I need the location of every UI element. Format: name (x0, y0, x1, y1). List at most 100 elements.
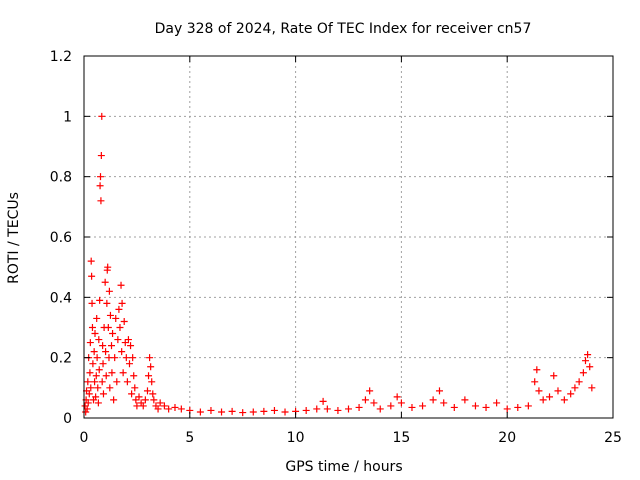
data-point (139, 402, 147, 410)
data-point (99, 390, 107, 398)
chart-title: Day 328 of 2024, Rate Of TEC Index for r… (155, 21, 532, 37)
data-point (584, 351, 592, 359)
data-point (196, 408, 204, 416)
y-tick-label: 0.4 (50, 290, 72, 306)
data-point (579, 369, 587, 377)
data-point (91, 330, 99, 338)
data-point (94, 384, 102, 392)
data-point (98, 112, 106, 120)
data-point (239, 409, 247, 417)
data-point (461, 396, 469, 404)
data-point (108, 369, 116, 377)
data-point (171, 403, 179, 411)
data-point (98, 378, 106, 386)
data-point (86, 339, 94, 347)
data-point (376, 405, 384, 413)
data-point (355, 403, 363, 411)
data-point (115, 305, 123, 313)
data-point (429, 396, 437, 404)
data-point (361, 396, 369, 404)
data-point (130, 372, 138, 380)
data-point (260, 407, 268, 415)
data-point (95, 336, 103, 344)
data-point (160, 402, 168, 410)
data-point (92, 393, 100, 401)
data-point (124, 336, 132, 344)
data-point (128, 390, 136, 398)
data-point (87, 384, 95, 392)
data-point (88, 272, 96, 280)
data-point (85, 390, 93, 398)
data-point (122, 354, 130, 362)
data-point (147, 363, 155, 371)
data-point (535, 387, 543, 395)
data-point (87, 257, 95, 265)
y-tick-label: 0.6 (50, 230, 72, 246)
data-point (119, 369, 127, 377)
data-point (129, 354, 137, 362)
data-point (95, 366, 103, 374)
data-point (150, 396, 158, 404)
data-point (118, 348, 126, 356)
data-point (89, 360, 97, 368)
data-point (112, 314, 120, 322)
data-points (81, 112, 596, 417)
grid-lines (84, 56, 613, 418)
data-point (114, 336, 122, 344)
data-point (104, 324, 112, 331)
tick-labels: 0 5 10 15 20 25 0 0.2 0.4 0.6 0.8 1 1.2 (50, 49, 622, 446)
data-point (581, 357, 589, 365)
data-point (111, 354, 119, 362)
data-point (99, 342, 107, 350)
data-point (514, 403, 522, 411)
data-point (106, 311, 114, 319)
data-point (575, 378, 583, 386)
data-point (96, 182, 104, 190)
data-point (503, 405, 511, 413)
data-point (471, 402, 479, 410)
data-point (110, 396, 118, 404)
data-point (99, 360, 107, 368)
data-point (531, 378, 539, 386)
data-point (104, 263, 112, 271)
data-point (249, 408, 257, 416)
data-point (92, 372, 100, 380)
data-point (102, 372, 110, 380)
x-tick-label: 15 (392, 430, 410, 446)
data-point (450, 403, 458, 411)
data-point (302, 406, 310, 414)
data-point (97, 152, 105, 160)
data-point (93, 314, 101, 322)
data-point (132, 396, 140, 404)
data-point (539, 396, 547, 404)
y-tick-label: 1.2 (50, 49, 72, 65)
data-point (127, 342, 135, 350)
data-point (366, 387, 374, 395)
data-point (145, 372, 153, 380)
data-point (116, 324, 124, 331)
data-point (313, 405, 321, 413)
data-point (84, 399, 92, 407)
data-point (533, 366, 541, 374)
data-point (334, 406, 342, 414)
data-point (588, 384, 596, 392)
x-axis-label: GPS time / hours (285, 459, 402, 475)
data-point (419, 402, 427, 410)
data-point (143, 387, 151, 395)
y-tick-label: 0.2 (50, 351, 72, 367)
data-point (108, 342, 116, 350)
data-point (96, 296, 104, 304)
data-point (88, 324, 96, 331)
data-point (165, 405, 173, 413)
data-point (83, 405, 91, 413)
data-point (141, 396, 149, 404)
data-point (106, 384, 114, 392)
data-point (435, 387, 443, 395)
data-point (102, 348, 110, 356)
data-point (135, 393, 143, 401)
data-point (93, 354, 101, 362)
x-tick-label: 0 (80, 430, 89, 446)
x-tick-label: 10 (287, 430, 305, 446)
data-point (571, 384, 579, 392)
